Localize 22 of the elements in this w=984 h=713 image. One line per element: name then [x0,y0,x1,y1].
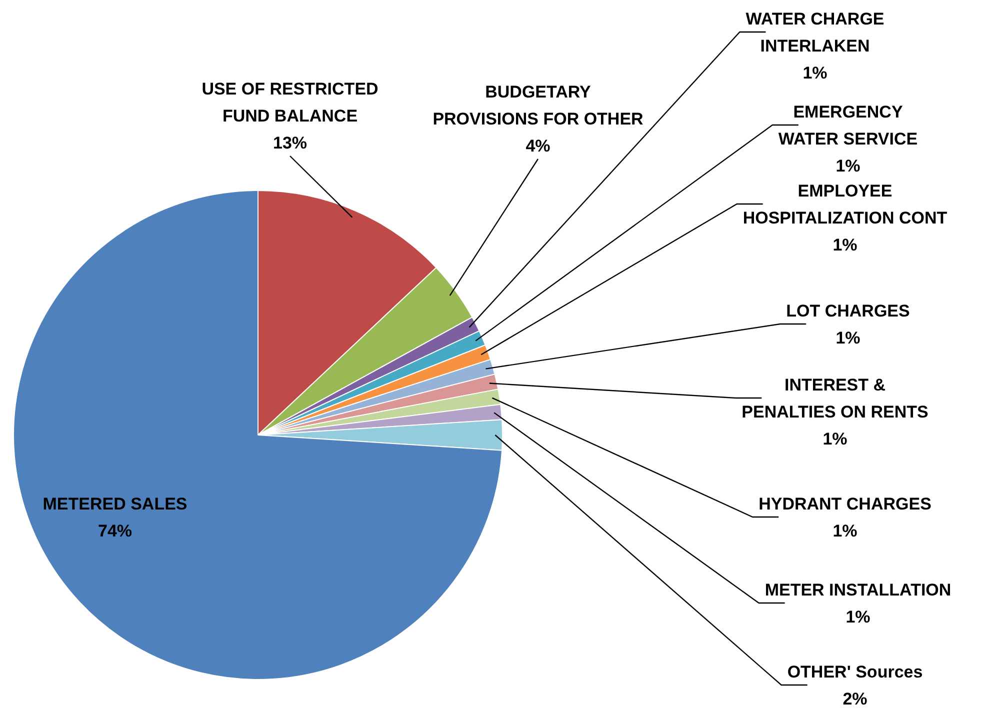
slice-label: LOT CHARGES [786,302,910,321]
slice-label: EMERGENCY WATER SERVICE [778,102,918,149]
data-label: 1% [832,522,858,541]
slice-label: OTHER' Sources [787,662,923,682]
slice-label: INTEREST & PENALTIES ON RENTS [742,376,928,422]
slice-label: WATER CHARGE INTERLAKEN [746,10,884,56]
data-label: 1% [836,328,860,348]
data-label: 1% [832,236,858,255]
data-label: 1% [822,430,848,449]
slice-label: METER INSTALLATION [764,580,952,600]
data-label: 1% [836,156,860,176]
data-label: 1% [846,608,870,627]
slice-label: BUDGETARY PROVISIONS FOR OTHER [432,82,644,129]
data-label: 2% [842,690,868,709]
data-label: 74% [98,522,132,541]
data-label: 4% [526,136,550,156]
slice-label: EMPLOYEE HOSPITALIZATION CONT [742,182,948,228]
slice-label: HYDRANT CHARGES [758,494,932,514]
slice-label: USE OF RESTRICTED FUND BALANCE [202,80,378,126]
data-label: 1% [802,64,828,83]
data-label: 13% [272,134,308,153]
slice-label: METERED SALES [42,494,188,514]
